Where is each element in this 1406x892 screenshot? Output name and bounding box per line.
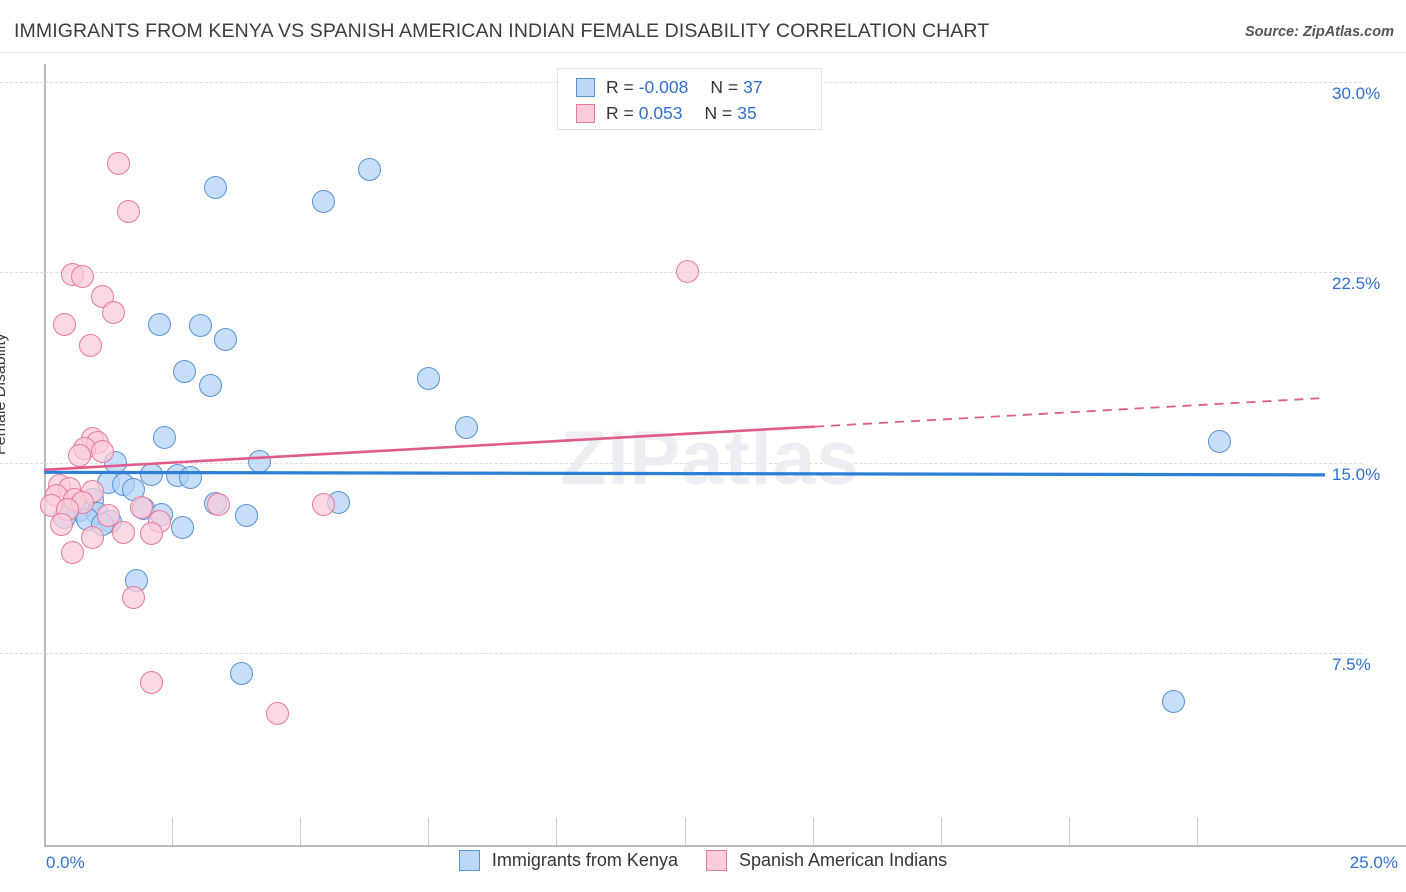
x-axis-tick <box>172 818 174 845</box>
scatter-point[interactable] <box>60 541 84 565</box>
x-axis-tick <box>556 818 558 845</box>
scatter-point[interactable] <box>140 522 164 546</box>
zipatlas-watermark: ZIPatlas <box>560 415 859 502</box>
legend-item-kenya[interactable]: Immigrants from Kenya <box>458 850 678 871</box>
scatter-point[interactable] <box>117 199 141 223</box>
scatter-point[interactable] <box>50 513 74 537</box>
scatter-point[interactable] <box>152 425 176 449</box>
x-axis-tick <box>940 818 942 845</box>
scatter-point[interactable] <box>111 520 135 544</box>
legend-label-spanish: Spanish American Indians <box>738 850 948 870</box>
scatter-point[interactable] <box>214 328 238 352</box>
legend-swatch-spanish <box>705 850 727 871</box>
scatter-point[interactable] <box>204 175 228 199</box>
scatter-point[interactable] <box>106 151 130 175</box>
scatter-point[interactable] <box>188 314 212 338</box>
y-axis-tick-label: 7.5% <box>1332 655 1371 674</box>
scatter-point[interactable] <box>199 373 223 397</box>
scatter-point[interactable] <box>265 702 289 726</box>
scatter-point[interactable] <box>147 312 171 336</box>
stats-swatch-kenya <box>576 77 595 97</box>
source-label: Source: ZipAtlas.com <box>1244 24 1394 40</box>
scatter-point[interactable] <box>1208 429 1232 453</box>
gridline <box>0 653 1362 654</box>
legend-label-kenya: Immigrants from Kenya <box>491 850 678 870</box>
scatter-point[interactable] <box>234 504 258 528</box>
scatter-point[interactable] <box>675 259 699 283</box>
x-axis-tick <box>1068 818 1070 845</box>
x-axis-max-label: 25.0% <box>1349 853 1398 872</box>
x-axis-min-label: 0.0% <box>46 853 85 872</box>
x-axis-tick <box>428 818 430 845</box>
y-axis-tick-label: 15.0% <box>1332 464 1381 484</box>
scatter-point[interactable] <box>455 415 479 439</box>
stats-r-value-kenya: -0.008 <box>638 76 689 97</box>
y-axis-line <box>44 64 46 846</box>
y-axis-title: Female Disability <box>0 333 9 455</box>
watermark-bold: ZIP <box>560 416 682 501</box>
scatter-point[interactable] <box>81 526 105 550</box>
scatter-point[interactable] <box>170 515 194 539</box>
scatter-point[interactable] <box>206 493 230 517</box>
trend-line-spanish-dashed <box>815 397 1326 428</box>
scatter-point[interactable] <box>247 449 271 473</box>
scatter-point[interactable] <box>68 443 92 467</box>
stats-r-label-spanish: R = <box>606 102 634 123</box>
scatter-point[interactable] <box>122 585 146 609</box>
scatter-point[interactable] <box>52 312 76 336</box>
scatter-point[interactable] <box>140 462 164 486</box>
scatter-point[interactable] <box>140 670 164 694</box>
stats-row-spanish: R = 0.053 N = 35 <box>576 100 757 126</box>
page-title: IMMIGRANTS FROM KENYA VS SPANISH AMERICA… <box>14 20 990 42</box>
stats-n-label-kenya: N = <box>710 76 739 97</box>
scatter-point[interactable] <box>178 466 202 490</box>
correlation-stats-box: R = -0.008 N = 37 R = 0.053 N = 35 <box>557 68 822 130</box>
scatter-point[interactable] <box>173 359 197 383</box>
watermark-light: atlas <box>681 416 860 501</box>
scatter-point[interactable] <box>78 334 102 358</box>
stats-n-value-kenya: 37 <box>743 76 763 97</box>
legend-item-spanish[interactable]: Spanish American Indians <box>705 850 948 871</box>
stats-n-value-spanish: 35 <box>737 102 757 123</box>
header-divider <box>0 52 1406 53</box>
legend-swatch-kenya <box>458 850 480 871</box>
scatter-point[interactable] <box>229 661 253 685</box>
scatter-point[interactable] <box>416 367 440 391</box>
stats-swatch-spanish <box>576 103 595 123</box>
scatter-point[interactable] <box>1162 689 1186 713</box>
y-axis-tick-label: 22.5% <box>1332 274 1381 294</box>
y-axis-tick-label: 30.0% <box>1332 84 1381 103</box>
stats-n-label-spanish: N = <box>704 102 733 123</box>
x-axis-tick <box>812 818 814 845</box>
scatter-point[interactable] <box>311 493 335 517</box>
stats-r-value-spanish: 0.053 <box>638 102 683 123</box>
stats-r-label-kenya: R = <box>606 76 634 97</box>
series-legend: Immigrants from Kenya Spanish American I… <box>0 850 1406 871</box>
scatter-point[interactable] <box>311 189 335 213</box>
x-axis-tick <box>684 818 686 845</box>
x-axis-tick <box>1196 818 1198 845</box>
scatter-point[interactable] <box>101 301 125 325</box>
x-axis-line <box>44 845 1406 847</box>
x-axis-tick <box>300 818 302 845</box>
scatter-point[interactable] <box>357 158 381 182</box>
stats-row-kenya: R = -0.008 N = 37 <box>576 74 763 100</box>
scatter-point[interactable] <box>129 495 153 519</box>
scatter-point[interactable] <box>96 504 120 528</box>
scatter-point[interactable] <box>70 264 94 288</box>
